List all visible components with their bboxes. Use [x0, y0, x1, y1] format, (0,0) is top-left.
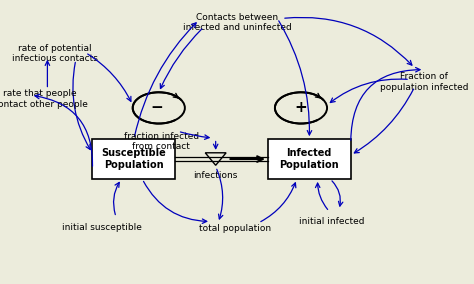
FancyBboxPatch shape [92, 139, 175, 179]
Text: fraction infected
from contact: fraction infected from contact [124, 132, 199, 151]
Text: initial susceptible: initial susceptible [62, 223, 142, 232]
Text: total population: total population [199, 224, 271, 233]
Text: rate that people
contact other people: rate that people contact other people [0, 89, 88, 109]
Text: Fraction of
population infected: Fraction of population infected [380, 72, 468, 92]
Text: Infected
Population: Infected Population [280, 148, 339, 170]
FancyBboxPatch shape [268, 139, 351, 179]
Text: −: − [150, 101, 163, 115]
Text: Contacts between
infected and uninfected: Contacts between infected and uninfected [182, 13, 292, 32]
Text: Susceptible
Population: Susceptible Population [101, 148, 166, 170]
Text: rate of potential
infectious contacts: rate of potential infectious contacts [11, 44, 98, 63]
Text: +: + [295, 101, 307, 115]
Text: initial infected: initial infected [299, 217, 365, 226]
Text: infections: infections [193, 171, 238, 180]
